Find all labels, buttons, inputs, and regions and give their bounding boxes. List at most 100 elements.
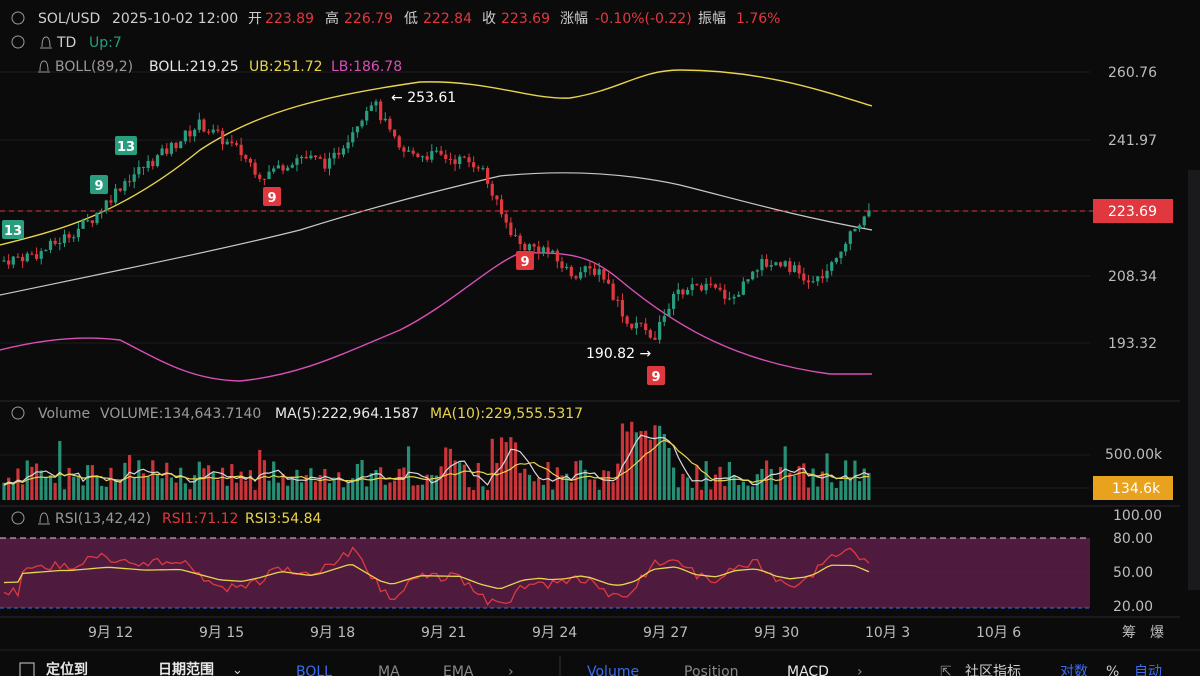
log-scale-button[interactable]: 对数	[1060, 664, 1088, 676]
candle	[388, 118, 392, 130]
low-annotation: 190.82 →	[586, 346, 651, 362]
community-indicator-button[interactable]: 社区指标	[965, 664, 1021, 676]
candle	[211, 129, 215, 133]
volume-bar	[313, 481, 318, 500]
volume-bar	[137, 460, 141, 500]
side-panel-edge[interactable]	[1188, 170, 1200, 590]
td-mark-box	[90, 175, 108, 194]
rsi-label: RSI(13,42,42)	[55, 511, 151, 527]
collapse-icon[interactable]	[11, 35, 25, 49]
current-volume-tag	[1093, 476, 1173, 500]
locate-icon[interactable]	[19, 662, 35, 676]
candle	[699, 285, 704, 291]
candle	[48, 240, 53, 250]
chips-button[interactable]: 筹	[1122, 624, 1136, 641]
candle	[420, 156, 425, 158]
close-label: 收	[482, 11, 496, 27]
volume-bar	[588, 479, 592, 500]
candle	[7, 260, 11, 265]
percent-scale-button[interactable]: %	[1106, 664, 1119, 676]
volume-bar	[388, 482, 392, 500]
candle	[713, 284, 718, 288]
td-mark: 13	[117, 140, 135, 155]
volume-bar	[132, 477, 136, 500]
td-mark-box	[263, 187, 281, 206]
candle	[774, 262, 778, 266]
collapse-icon[interactable]	[11, 406, 25, 420]
tab-volume[interactable]: Volume	[587, 664, 639, 676]
volume-bar	[816, 486, 820, 500]
volume-bar	[360, 460, 364, 500]
boll-legend: BOLL(89,2) BOLL:219.25 UB:251.72 LB:186.…	[38, 59, 402, 75]
collapse-icon[interactable]	[11, 511, 25, 525]
candle	[597, 269, 601, 275]
candle	[746, 279, 750, 282]
volume-bar	[704, 461, 708, 500]
tab-macd[interactable]: MACD	[787, 664, 829, 676]
candle	[867, 210, 871, 217]
volume-bar	[481, 486, 485, 500]
boll-mid-value: BOLL:219.25	[149, 59, 239, 75]
chevron-right-icon[interactable]: ›	[857, 664, 863, 676]
candle	[109, 200, 113, 203]
candle	[2, 260, 6, 262]
current-volume-tag-text: 134.6k	[1112, 481, 1161, 497]
boll-label: BOLL(89,2)	[55, 59, 133, 75]
chevron-down-icon[interactable]: ⌄	[232, 663, 243, 676]
locate-button[interactable]: 定位到	[46, 661, 88, 676]
date-range-button[interactable]: 日期范围	[158, 661, 214, 676]
volume-bar	[453, 460, 457, 500]
td-label: TD	[56, 35, 76, 51]
volume-bar	[165, 462, 169, 500]
candle	[820, 276, 824, 279]
candle	[606, 279, 611, 284]
candle	[225, 141, 229, 145]
volume-bar	[476, 462, 480, 500]
tab-position[interactable]: Position	[684, 664, 739, 676]
candle	[165, 148, 169, 154]
volume-label: Volume	[38, 406, 90, 422]
bell-icon[interactable]	[40, 36, 52, 49]
volume-bar	[546, 462, 550, 500]
rsi-tick: 100.00	[1113, 508, 1162, 524]
volume-bar	[304, 475, 308, 500]
tab-ma[interactable]: MA	[378, 664, 400, 676]
candle	[90, 220, 94, 224]
collapse-icon[interactable]	[11, 11, 25, 25]
candle	[379, 101, 383, 121]
community-icon[interactable]: ⇱	[940, 664, 952, 676]
candle	[267, 171, 271, 180]
burst-button[interactable]: 爆	[1150, 625, 1164, 641]
tab-boll[interactable]: BOLL	[296, 664, 332, 676]
candle	[104, 200, 108, 211]
volume-bar	[76, 475, 80, 500]
volume-bar	[732, 474, 736, 500]
candle	[611, 283, 615, 300]
volume-bar	[341, 487, 346, 500]
boll-ub-value: UB:251.72	[249, 59, 323, 75]
chevron-right-icon[interactable]: ›	[508, 664, 514, 676]
bell-icon[interactable]	[38, 60, 50, 73]
volume-bar	[225, 485, 229, 500]
candle	[355, 126, 359, 133]
td-mark: 9	[520, 255, 529, 270]
volume-bar	[86, 465, 90, 500]
volume-bar	[7, 477, 11, 500]
bell-icon[interactable]	[38, 512, 50, 525]
candle	[248, 158, 253, 163]
auto-scale-button[interactable]: 自动	[1134, 664, 1162, 676]
candle	[695, 284, 699, 286]
volume-ma10-line	[3, 439, 869, 486]
volume-bar	[379, 467, 383, 500]
volume-bar	[286, 485, 290, 500]
candle	[118, 188, 122, 191]
tab-ema[interactable]: EMA	[443, 664, 474, 676]
volume-bar	[141, 473, 146, 500]
candle	[513, 235, 518, 237]
candle	[472, 162, 476, 168]
candle	[792, 265, 797, 272]
candle	[132, 174, 136, 182]
candle	[844, 243, 848, 252]
volume-bar	[30, 466, 34, 500]
